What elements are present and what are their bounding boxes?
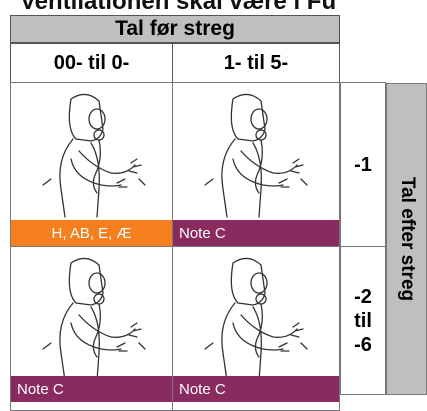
row-label: -1 (340, 82, 386, 247)
cell-label: H, AB, E, Æ (11, 220, 172, 246)
cell: Note C (172, 246, 340, 411)
title: Ventilationen skal være i Fu (20, 0, 337, 15)
row-group-header-text: Tal efter streg (396, 176, 418, 302)
cell-label: Note C (173, 220, 339, 246)
cell: Note C (172, 82, 340, 247)
cell: H, AB, E, Æ (10, 82, 173, 247)
column-header: 1- til 5- (172, 43, 340, 83)
figure (31, 89, 151, 219)
figure (193, 253, 313, 383)
row-group-header: Tal efter streg (386, 83, 427, 395)
cell-label: Note C (173, 376, 339, 402)
figure (31, 253, 151, 383)
column-group-header: Tal før streg (10, 15, 340, 43)
cell: Note C (10, 246, 173, 411)
column-header: 00- til 0- (10, 43, 173, 83)
row-label-line: til (354, 309, 372, 332)
cell-label: Note C (11, 376, 172, 402)
row-label-line: -1 (354, 153, 372, 176)
row-label-line: -6 (354, 333, 372, 356)
row-label-line: -2 (354, 285, 372, 308)
row-label: -2 til -6 (340, 246, 386, 395)
figure (193, 89, 313, 219)
